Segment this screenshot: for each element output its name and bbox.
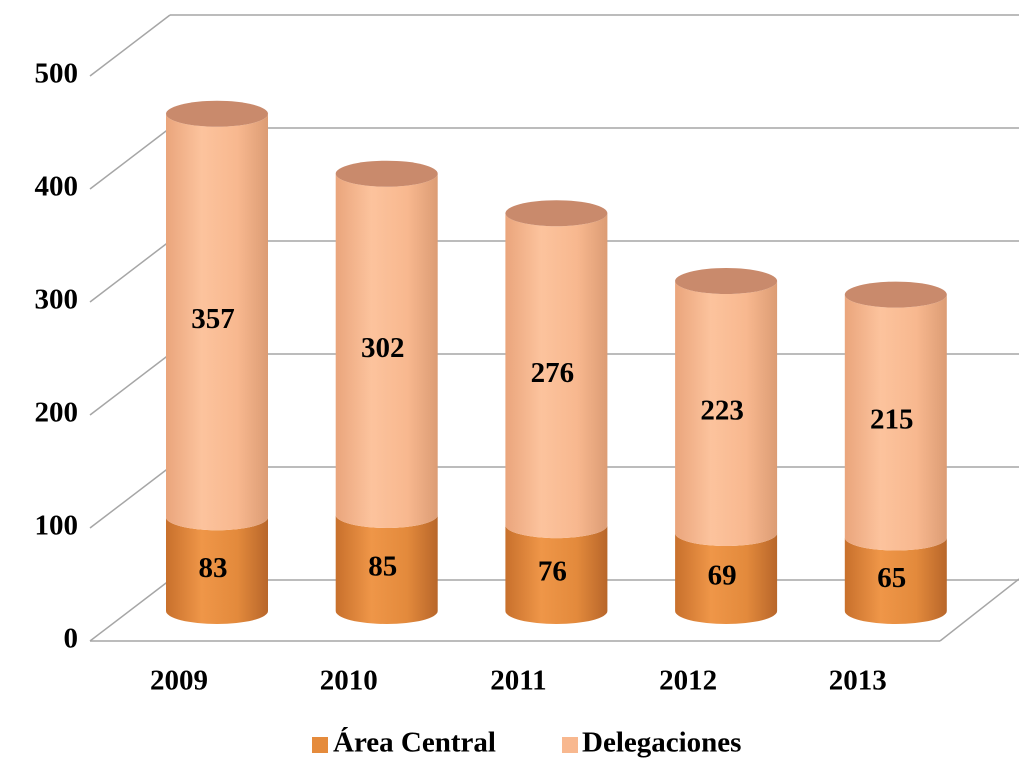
y-tick-label: 100 bbox=[35, 510, 79, 542]
data-label: 69 bbox=[708, 560, 737, 592]
x-tick-label: 2010 bbox=[320, 665, 378, 697]
grid-line-side bbox=[89, 127, 171, 190]
cylinder-top bbox=[675, 268, 778, 295]
grid-line-side bbox=[89, 466, 171, 529]
grid-line-side bbox=[89, 353, 171, 416]
data-label: 276 bbox=[531, 357, 575, 389]
cylinder-top bbox=[505, 200, 608, 227]
y-tick-label: 400 bbox=[35, 171, 79, 203]
legend-swatch bbox=[312, 737, 328, 753]
data-label: 223 bbox=[700, 395, 744, 427]
y-tick-label: 500 bbox=[35, 58, 79, 90]
y-tick-label: 0 bbox=[64, 623, 79, 655]
cylinder-segment bbox=[335, 514, 438, 624]
cylinder-segment bbox=[505, 525, 608, 624]
data-label: 65 bbox=[877, 562, 906, 594]
data-label: 357 bbox=[191, 303, 235, 335]
legend-label: Delegaciones bbox=[582, 727, 741, 759]
x-tick-label: 2009 bbox=[150, 665, 208, 697]
legend-swatch bbox=[562, 737, 578, 753]
cylinder-segment bbox=[166, 113, 268, 531]
cylinder-segment bbox=[166, 517, 268, 624]
cylinder-segment bbox=[335, 173, 438, 528]
data-label: 83 bbox=[199, 552, 228, 584]
cylinder-top bbox=[844, 281, 947, 308]
cylinder-segment bbox=[844, 537, 947, 624]
legend-label: Área Central bbox=[333, 726, 496, 759]
cylinder-top bbox=[335, 160, 438, 187]
cylinder-top bbox=[166, 100, 268, 127]
cylinder-segment bbox=[844, 294, 947, 551]
data-label: 85 bbox=[368, 551, 397, 583]
data-label: 76 bbox=[538, 556, 567, 588]
y-tick-label: 200 bbox=[35, 397, 79, 429]
cylinder-segment bbox=[675, 533, 778, 624]
x-tick-label: 2011 bbox=[490, 665, 546, 697]
x-tick-label: 2013 bbox=[829, 665, 887, 697]
cylinder-segment bbox=[675, 281, 778, 547]
cylinder-segment bbox=[505, 213, 608, 539]
x-tick-label: 2012 bbox=[659, 665, 717, 697]
floor-right bbox=[939, 578, 1019, 642]
grid-line-side bbox=[89, 14, 171, 77]
data-label: 215 bbox=[870, 404, 914, 436]
data-label: 302 bbox=[361, 332, 405, 364]
grid-line-side bbox=[89, 579, 171, 642]
legend: Área Central Delegaciones bbox=[312, 726, 741, 759]
grid-line-side bbox=[89, 240, 171, 303]
y-tick-label: 300 bbox=[35, 284, 79, 316]
